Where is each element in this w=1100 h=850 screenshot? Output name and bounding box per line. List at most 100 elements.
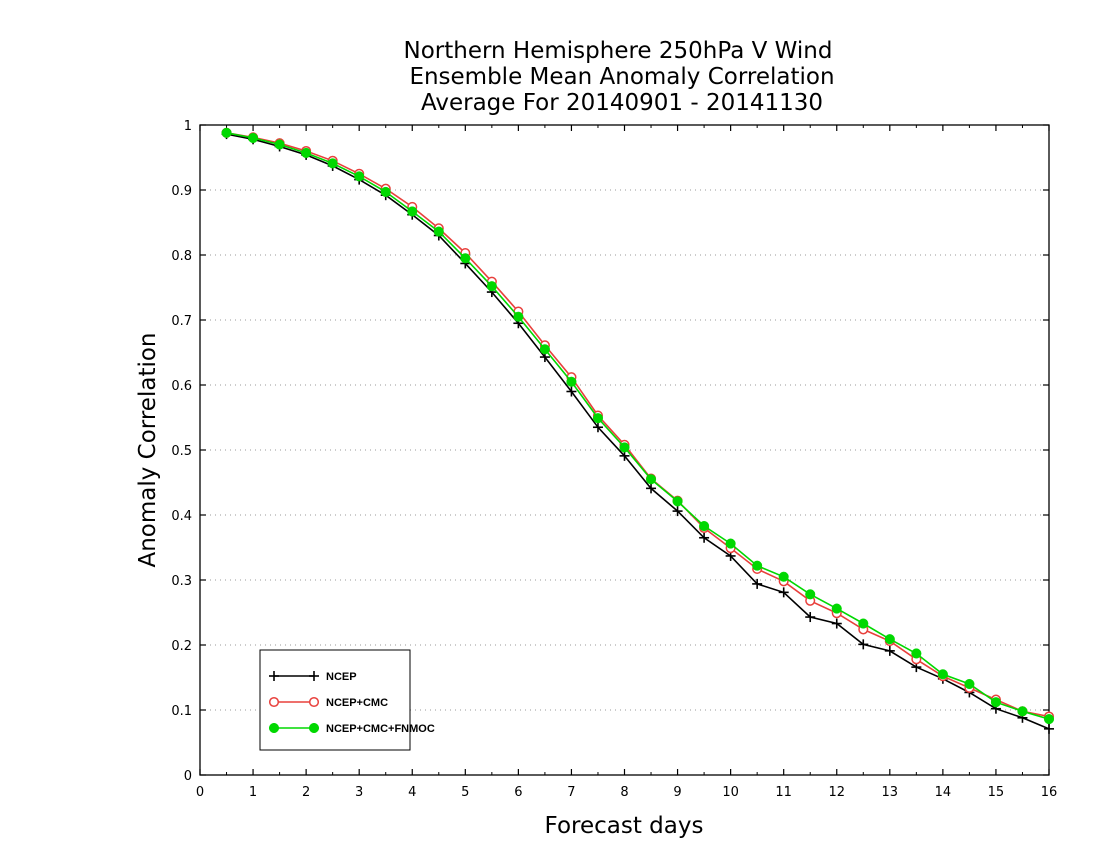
x-tick-label: 6: [514, 785, 522, 800]
legend-marker: [269, 671, 279, 681]
legend-item: NCEP: [269, 671, 357, 683]
legend-marker: [268, 696, 280, 708]
data-point: [592, 413, 604, 424]
y-tick-label: 0: [184, 769, 192, 784]
x-tick-label: 13: [882, 785, 899, 800]
data-point: [778, 571, 789, 582]
x-tick-label: 9: [673, 785, 681, 800]
y-tick-label: 0.4: [171, 509, 192, 524]
chart-title-line-1: Northern Hemisphere 250hPa V Wind: [404, 38, 833, 64]
data-point: [539, 344, 550, 355]
data-point: [805, 589, 816, 600]
y-tick-label: 0.5: [171, 444, 192, 459]
data-point: [858, 639, 869, 650]
series-2: [221, 127, 1055, 725]
data-point: [699, 521, 710, 532]
data-point: [460, 253, 471, 264]
y-axis: 0 0.1 0.2 0.3 0.4 0.5 0.6 0.7 0.8 0.9 1: [171, 119, 1049, 784]
data-point: [699, 532, 710, 543]
legend-item: NCEP+CMC: [268, 696, 388, 709]
x-tick-label: 14: [935, 785, 952, 800]
x-tick-label: 12: [828, 785, 845, 800]
y-tick-label: 0.9: [171, 184, 192, 199]
x-tick-label: 1: [249, 785, 257, 800]
data-point: [645, 474, 657, 485]
data-point: [221, 127, 232, 138]
data-point: [248, 132, 259, 144]
data-point: [831, 618, 842, 629]
data-point: [911, 648, 922, 659]
data-point: [831, 603, 842, 614]
data-point: [380, 186, 391, 197]
y-tick-label: 1: [184, 119, 192, 134]
chart-title-line-2: Ensemble Mean Anomaly Correlation: [409, 64, 834, 90]
data-point: [672, 506, 683, 517]
series-line: [226, 133, 1050, 730]
data-point: [884, 634, 895, 645]
legend-box: [259, 649, 411, 751]
data-point: [407, 206, 418, 217]
y-tick-label: 0.3: [171, 574, 192, 589]
data-point: [672, 496, 683, 507]
y-tick-label: 0.8: [171, 249, 192, 264]
data-point: [619, 450, 630, 461]
legend-label: NCEP: [326, 671, 357, 683]
chart-title-line-3: Average For 20140901 - 20141130: [421, 90, 823, 116]
data-point: [566, 376, 577, 387]
legend-label: NCEP+CMC: [326, 697, 388, 709]
legend-marker: [268, 722, 280, 734]
x-axis-title: Forecast days: [545, 813, 704, 839]
legend: NCEP NCEP+CMC NCEP+CMC+FNMOC: [259, 649, 435, 751]
data-point: [752, 560, 763, 571]
data-point: [937, 669, 948, 680]
series-line: [226, 132, 1050, 718]
data-point: [274, 139, 285, 150]
data-point: [752, 578, 763, 589]
x-tick-label: 0: [196, 785, 204, 800]
legend-marker: [308, 696, 320, 708]
x-tick-label: 8: [620, 785, 628, 800]
data-point: [990, 697, 1001, 708]
x-tick-label: 5: [461, 785, 469, 800]
data-point: [858, 618, 869, 629]
x-tick-label: 15: [988, 785, 1005, 800]
y-tick-label: 0.6: [171, 379, 192, 394]
data-point: [592, 422, 603, 433]
data-point: [778, 587, 789, 598]
y-tick-label: 0.7: [171, 314, 192, 329]
data-point: [354, 171, 365, 182]
data-point: [1017, 706, 1028, 717]
legend-marker: [308, 722, 320, 734]
data-point: [805, 612, 816, 623]
data-point: [513, 311, 524, 322]
y-tick-label: 0.1: [171, 704, 192, 719]
series-0: [221, 129, 1054, 734]
x-axis: 0 1 2 3 4 5 6 7 8 9 10 11 12 13 14 15 16: [196, 125, 1057, 800]
x-tick-label: 2: [302, 785, 310, 800]
legend-items: NCEP NCEP+CMC NCEP+CMC+FNMOC: [268, 671, 435, 735]
series-1: [221, 127, 1055, 722]
data-point: [327, 158, 338, 169]
chart-title: Northern Hemisphere 250hPa V Wind Ensemb…: [404, 38, 835, 116]
y-axis-title: Anomaly Correlation: [135, 332, 161, 567]
data-point: [646, 483, 657, 494]
y-tick-label: 0.2: [171, 639, 192, 654]
legend-label: NCEP+CMC+FNMOC: [326, 723, 435, 735]
data-point: [964, 678, 975, 690]
x-tick-label: 4: [408, 785, 416, 800]
data-point: [884, 645, 895, 656]
x-tick-label: 11: [775, 785, 792, 800]
x-tick-label: 10: [722, 785, 739, 800]
series-layer: [221, 127, 1055, 734]
data-point: [301, 147, 312, 158]
legend-item: NCEP+CMC+FNMOC: [268, 722, 435, 735]
data-point: [725, 538, 736, 549]
x-tick-label: 7: [567, 785, 575, 800]
data-point: [619, 442, 630, 453]
x-tick-label: 3: [355, 785, 363, 800]
series-line: [226, 132, 1050, 720]
data-point: [486, 281, 497, 292]
legend-marker: [309, 671, 319, 681]
data-point: [1043, 714, 1055, 725]
